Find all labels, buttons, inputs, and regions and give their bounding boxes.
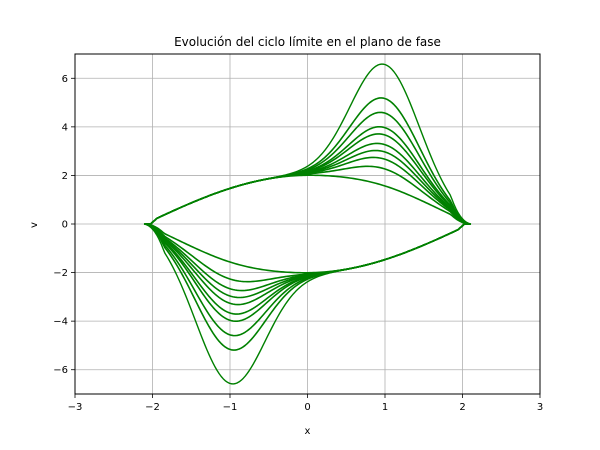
- x-axis-title: x: [305, 426, 311, 437]
- x-tick-label: 0: [304, 402, 310, 413]
- grid-lines: [74, 54, 541, 394]
- x-tick-label: 3: [537, 402, 543, 413]
- y-tick-label: −4: [53, 317, 68, 328]
- y-tick-label: 0: [62, 220, 68, 231]
- axis-ticks: −3 −2 −1 0 1 2 3 −6 −4 −2 0 2 4 6: [53, 74, 543, 413]
- y-axis-title: v: [29, 222, 40, 228]
- y-tick-label: 2: [62, 171, 68, 182]
- trajectory-loop: [143, 174, 472, 274]
- x-tick-label: −1: [223, 402, 238, 413]
- chart-title: Evolución del ciclo límite en el plano d…: [174, 35, 441, 49]
- x-tick-label: −3: [68, 402, 83, 413]
- x-tick-label: −2: [145, 402, 160, 413]
- y-tick-label: 4: [62, 122, 68, 133]
- x-tick-label: 2: [459, 402, 465, 413]
- y-tick-label: 6: [62, 74, 68, 85]
- x-tick-label: 1: [382, 402, 388, 413]
- y-tick-label: −6: [53, 365, 68, 376]
- y-tick-label: −2: [53, 268, 68, 279]
- plot-area: [143, 63, 472, 385]
